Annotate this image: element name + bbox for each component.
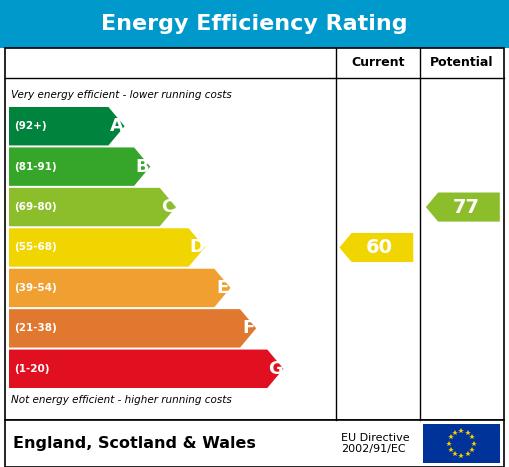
Text: Potential: Potential xyxy=(430,57,494,70)
Polygon shape xyxy=(9,107,125,145)
Bar xyxy=(423,424,500,463)
Bar xyxy=(5,420,504,467)
Text: (39-54): (39-54) xyxy=(14,283,56,293)
Bar xyxy=(5,48,504,420)
Polygon shape xyxy=(9,269,231,307)
Text: Energy Efficiency Rating: Energy Efficiency Rating xyxy=(101,14,407,34)
Polygon shape xyxy=(9,148,150,186)
Polygon shape xyxy=(340,233,413,262)
Text: (21-38): (21-38) xyxy=(14,323,56,333)
Text: E: E xyxy=(216,279,229,297)
Text: (55-68): (55-68) xyxy=(14,242,56,253)
Text: Very energy efficient - lower running costs: Very energy efficient - lower running co… xyxy=(11,90,232,100)
Text: 77: 77 xyxy=(453,198,479,217)
Text: Current: Current xyxy=(351,57,405,70)
Text: F: F xyxy=(242,319,254,337)
Text: Not energy efficient - higher running costs: Not energy efficient - higher running co… xyxy=(11,395,232,405)
Text: (1-20): (1-20) xyxy=(14,364,49,374)
Text: A: A xyxy=(109,117,123,135)
Polygon shape xyxy=(9,228,205,267)
Polygon shape xyxy=(9,350,284,388)
Polygon shape xyxy=(426,192,500,222)
Text: (92+): (92+) xyxy=(14,121,47,131)
Text: (69-80): (69-80) xyxy=(14,202,56,212)
Text: B: B xyxy=(135,158,149,176)
Text: EU Directive
2002/91/EC: EU Directive 2002/91/EC xyxy=(341,433,410,454)
Text: England, Scotland & Wales: England, Scotland & Wales xyxy=(13,436,256,451)
Text: D: D xyxy=(189,239,204,256)
Text: 60: 60 xyxy=(366,238,393,257)
Bar xyxy=(0,0,509,48)
Text: C: C xyxy=(161,198,175,216)
Text: (81-91): (81-91) xyxy=(14,162,56,172)
Polygon shape xyxy=(9,188,176,226)
Polygon shape xyxy=(9,309,256,347)
Text: G: G xyxy=(268,360,283,378)
